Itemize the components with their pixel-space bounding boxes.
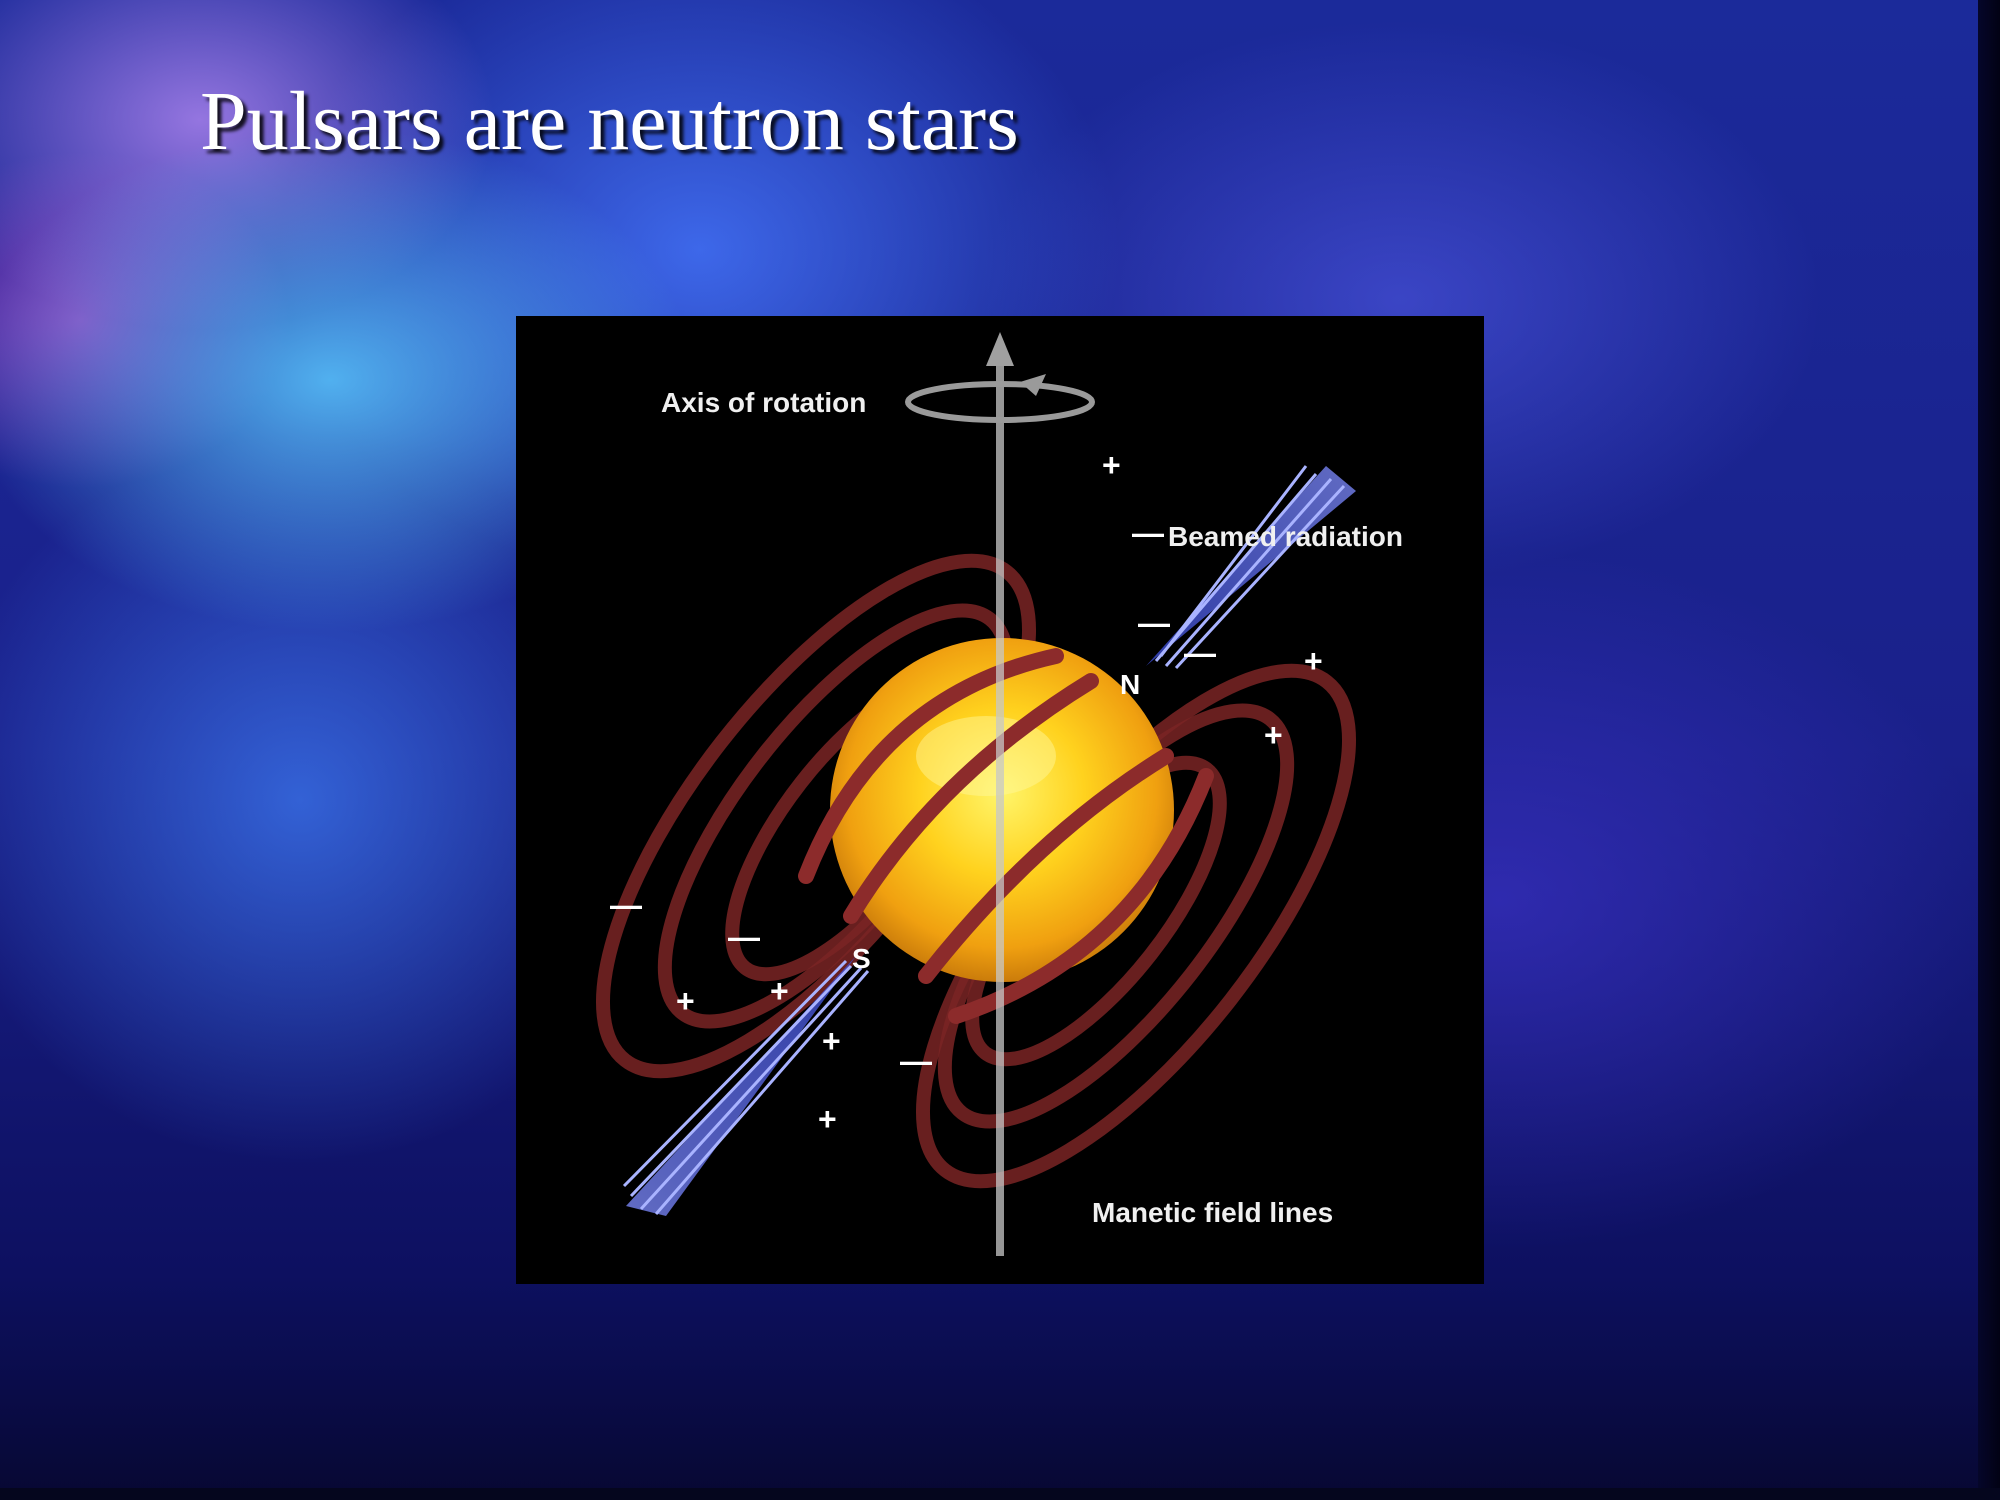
rotation-axis xyxy=(905,332,1095,1256)
axis-arrow-icon xyxy=(986,332,1014,366)
charge-sign: — xyxy=(728,919,760,955)
charge-sign: — xyxy=(1138,605,1170,641)
south-pole-label: S xyxy=(852,943,871,974)
charge-sign: + xyxy=(770,973,789,1009)
field-band xyxy=(918,748,1174,984)
charge-sign: + xyxy=(1264,717,1283,753)
slide-title: Pulsars are neutron stars xyxy=(200,75,1019,168)
beam-north xyxy=(1146,465,1356,670)
charge-sign: + xyxy=(822,1023,841,1059)
charge-sign: + xyxy=(1304,643,1323,679)
charge-sign: — xyxy=(1184,635,1216,671)
axis-label: Axis of rotation xyxy=(661,387,866,418)
beam-south xyxy=(622,956,870,1216)
charge-signs: + — — — + + — — + + + — + xyxy=(610,447,1323,1137)
slide-edge-bottom xyxy=(0,1488,2000,1500)
charge-sign: — xyxy=(900,1043,932,1079)
charge-sign: — xyxy=(1132,515,1164,551)
pulsar-diagram: Axis of rotation Beamed radiation Maneti… xyxy=(516,316,1484,1284)
field-lines-label: Manetic field lines xyxy=(1092,1197,1333,1228)
beam-label: Beamed radiation xyxy=(1168,521,1403,552)
pulsar-diagram-svg: Axis of rotation Beamed radiation Maneti… xyxy=(596,332,1403,1256)
north-pole-label: N xyxy=(1120,669,1140,700)
field-band xyxy=(798,648,1064,884)
charge-sign: + xyxy=(1102,447,1121,483)
field-band xyxy=(843,673,1099,924)
charge-sign: — xyxy=(610,887,642,923)
charge-sign: + xyxy=(818,1101,837,1137)
slide-edge-right xyxy=(1978,0,2000,1500)
rotation-arrow-icon xyxy=(905,381,1095,423)
charge-sign: + xyxy=(676,983,695,1019)
